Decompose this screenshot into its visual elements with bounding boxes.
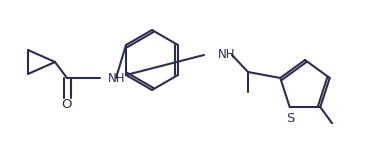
Text: NH: NH — [108, 72, 126, 84]
Text: S: S — [287, 112, 295, 125]
Text: NH: NH — [218, 48, 235, 62]
Text: O: O — [62, 99, 72, 111]
